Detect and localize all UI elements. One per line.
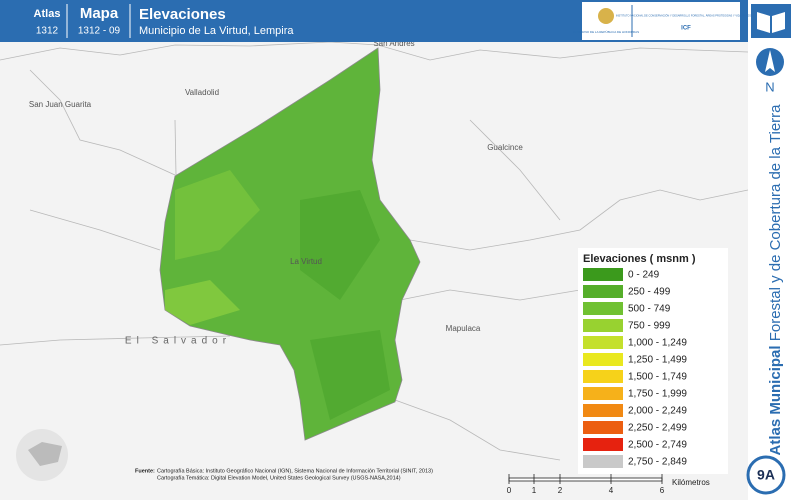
legend-swatch: [583, 421, 623, 434]
legend-swatch: [583, 268, 623, 281]
legend-label: 500 - 749: [628, 304, 671, 315]
legend: Elevaciones ( msnm ) 0 - 249 250 - 499 500…: [578, 248, 728, 474]
legend-label: 1,500 - 1,749: [628, 372, 687, 383]
locator-country: [28, 442, 62, 466]
scale-tick-label: 2: [558, 486, 563, 495]
legend-swatch: [583, 404, 623, 417]
sidebar-title: Atlas Municipal Forestal y de Cobertura …: [767, 104, 784, 456]
legend-label: 750 - 999: [628, 321, 671, 332]
legend-swatch: [583, 353, 623, 366]
source-heading: Fuente:: [135, 468, 155, 474]
badge: [746, 455, 786, 495]
source-line: Cartografía Temática: Digital Elevation …: [157, 475, 401, 481]
north-arrow: [765, 50, 775, 72]
north-label: N: [765, 79, 774, 94]
legend-label: 250 - 499: [628, 287, 671, 298]
legend-swatch: [583, 319, 623, 332]
map-number: 1312 - 09: [78, 26, 121, 37]
sidebar-title-rest: Forestal y de Cobertura de la Tierra: [767, 104, 784, 346]
legend-label: 2,500 - 2,749: [628, 440, 687, 451]
legend-swatch: [583, 438, 623, 451]
legend-swatch: [583, 455, 623, 468]
place-label: San Juan Guarita: [29, 100, 92, 109]
relief-patch: [300, 190, 380, 300]
scale-bar: Kilómetros 0 1 2 4 6: [507, 474, 710, 495]
place-label: La Virtud: [290, 257, 322, 266]
legend-swatch: [583, 302, 623, 315]
relief-patch: [175, 170, 260, 260]
legend-swatch: [583, 336, 623, 349]
scale-tick-label: 1: [532, 486, 537, 495]
place-label: San Andrés: [373, 39, 414, 48]
atlas-number: 1312: [36, 26, 59, 37]
legend-swatch: [583, 370, 623, 383]
map-subtitle: Municipio de La Virtud, Lempira: [139, 25, 294, 37]
map-title: Elevaciones: [139, 6, 226, 23]
legend-swatch: [583, 387, 623, 400]
legend-swatch: [583, 285, 623, 298]
legend-label: 2,250 - 2,499: [628, 423, 687, 434]
badge-label: 9A: [757, 467, 775, 483]
place-label: Gualcince: [487, 143, 523, 152]
logo-emblem: [598, 8, 614, 24]
legend-label: 1,750 - 1,999: [628, 389, 687, 400]
atlas-label: Atlas: [34, 8, 61, 20]
relief-patch: [165, 280, 240, 325]
legend-label: 1,000 - 1,249: [628, 338, 687, 349]
legend-label: 0 - 249: [628, 270, 660, 281]
legend-label: 2,750 - 2,849: [628, 457, 687, 468]
legend-label: 2,000 - 2,249: [628, 406, 687, 417]
place-label: Valladolid: [185, 88, 219, 97]
sidebar-title-bold: Atlas Municipal: [767, 345, 784, 455]
scale-tick-label: 0: [507, 486, 512, 495]
scale-tick-label: 4: [609, 486, 614, 495]
boundaries: [0, 41, 749, 461]
place-label: Mapulaca: [446, 324, 481, 333]
logo-text: INSTITUTO NACIONAL DE CONSERVACIÓN Y DES…: [616, 13, 756, 18]
logo-text: GOBIERNO DE LA REPÚBLICA DE HONDURAS: [573, 29, 639, 34]
source-line: Cartografía Básica: Instituto Geográfico…: [157, 468, 433, 474]
scale-unit: Kilómetros: [672, 478, 710, 487]
country-label: El Salvador: [125, 336, 231, 347]
map-label: Mapa: [80, 5, 119, 22]
legend-label: 1,250 - 1,499: [628, 355, 687, 366]
source: Fuente: Cartografía Básica: Instituto Ge…: [16, 429, 433, 481]
book-icon: [757, 12, 785, 33]
relief-patch: [310, 330, 390, 420]
legend-title: Elevaciones ( msnm ): [583, 253, 696, 265]
scale-segment: [508, 477, 663, 482]
logo-code: ICF: [681, 26, 691, 32]
scale-tick-label: 6: [660, 486, 665, 495]
